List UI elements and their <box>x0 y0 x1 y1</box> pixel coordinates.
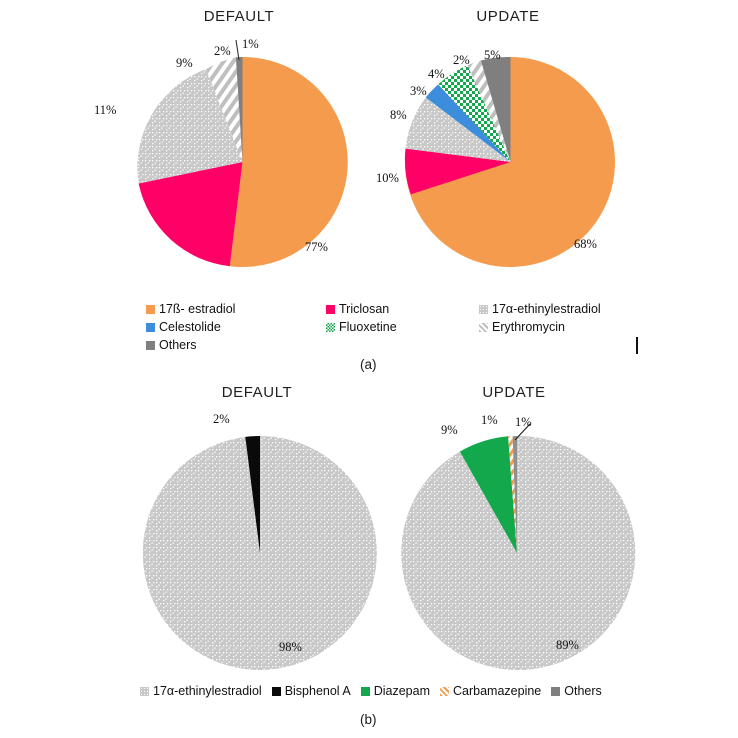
label-a-update-3: 3% <box>410 84 427 98</box>
pie-b-default-svg <box>142 435 377 670</box>
stray-tick-mark <box>636 337 638 354</box>
legend-label-ethinylestradiol: 17α-ethinylestradiol <box>153 684 262 698</box>
slice-others <box>235 56 243 162</box>
slice-triclosan-acc <box>404 148 511 195</box>
legend-item-carbamazepine[interactable]: Carbamazepine <box>440 684 541 698</box>
legend-swatch-celestolide <box>146 322 155 332</box>
legend-label-carbamazepine: Carbamazepine <box>453 684 542 698</box>
legend-swatch-ethinylestradiol <box>140 686 149 696</box>
legend-a: 17ß- estradiol Triclosan 17α-ethinylestr… <box>146 302 616 352</box>
legend-label-ethinylestradiol: 17α-ethinylestradiol <box>492 302 601 316</box>
label-a-default-11: 11% <box>94 103 117 117</box>
legend-label-fluoxetine: Fluoxetine <box>339 320 397 334</box>
label-b-update-1a: 1% <box>481 413 498 427</box>
pie-b-default <box>139 432 384 677</box>
legend-item-fluoxetine[interactable]: Fluoxetine <box>326 320 479 334</box>
label-a-update-2: 2% <box>453 53 470 67</box>
legend-label-celestolide: Celestolide <box>159 320 221 334</box>
chart-title-b-default: DEFAULT <box>221 384 293 401</box>
legend-swatch-bisphenol <box>271 686 281 696</box>
pie-a-update-svg <box>404 56 615 267</box>
label-a-default-77: 77% <box>305 240 328 254</box>
leader-line-others <box>514 423 531 441</box>
legend-swatch-others <box>146 340 155 350</box>
legend-label-others: Others <box>159 338 197 352</box>
slice-others <box>512 436 517 553</box>
slice-erythromycin <box>467 60 511 162</box>
legend-label-bisphenol: Bisphenol A <box>284 684 351 698</box>
legend-item-bisphenol[interactable]: Bisphenol A <box>271 684 351 698</box>
legend-label-others: Others <box>564 684 602 698</box>
legend-swatch-others <box>551 686 561 696</box>
label-b-default-98: 98% <box>279 640 302 654</box>
slice-ethinylestradiol <box>137 69 243 184</box>
panel-a: DEFAULT <box>94 8 638 372</box>
label-a-update-5: 5% <box>484 48 501 62</box>
chart-title-a-update: UPDATE <box>476 8 540 25</box>
pie-b-update-svg <box>401 423 636 670</box>
legend-item-ethinylestradiol[interactable]: 17α-ethinylestradiol <box>479 302 601 316</box>
legend-label-erythromycin: Erythromycin <box>492 320 565 334</box>
label-a-default-9: 9% <box>176 56 193 70</box>
legend-item-celestolide[interactable]: Celestolide <box>146 320 326 334</box>
legend-item-diazepam[interactable]: Diazepam <box>360 684 430 698</box>
slice-bisphenol <box>245 435 260 553</box>
legend-swatch-fluoxetine <box>326 322 335 332</box>
legend-label-diazepam: Diazepam <box>373 684 430 698</box>
legend-swatch-estradiol <box>146 304 155 314</box>
legend-swatch-ethinylestradiol <box>479 304 488 314</box>
legend-b: 17α-ethinylestradiol Bisphenol A Diazepa… <box>140 684 620 698</box>
caption-b: (b) <box>360 712 377 727</box>
legend-label-estradiol: 17ß- estradiol <box>159 302 236 316</box>
chart-title-b-update: UPDATE <box>482 384 546 401</box>
slice-ethinylestradiol <box>405 97 511 162</box>
legend-item-ethinylestradiol[interactable]: 17α-ethinylestradiol <box>140 684 262 698</box>
slice-ethinylestradiol <box>401 435 636 670</box>
legend-item-erythromycin[interactable]: Erythromycin <box>479 320 565 334</box>
legend-item-others[interactable]: Others <box>146 338 326 352</box>
slice-erythromycin <box>206 57 243 163</box>
legend-swatch-diazepam <box>360 686 370 696</box>
caption-a: (a) <box>360 357 377 372</box>
legend-a-row-1: 17ß- estradiol Triclosan 17α-ethinylestr… <box>146 302 616 316</box>
slice-diazepam <box>459 436 517 553</box>
slice-fluoxetine <box>438 65 511 162</box>
slice-group-small <box>404 56 511 195</box>
leader-line-1pct <box>235 39 240 61</box>
legend-item-estradiol[interactable]: 17ß- estradiol <box>146 302 326 316</box>
label-b-default-2: 2% <box>213 412 230 426</box>
legend-label-triclosan: Triclosan <box>339 302 390 316</box>
label-a-default-1: 1% <box>242 37 259 51</box>
legend-item-triclosan[interactable]: Triclosan <box>326 302 479 316</box>
slice-celestolide <box>425 84 511 162</box>
label-a-update-68: 68% <box>574 237 597 251</box>
label-b-update-89: 89% <box>556 638 579 652</box>
panel-b: DEFAULT 98% 2% <box>0 372 738 738</box>
legend-swatch-triclosan <box>326 304 335 314</box>
label-a-update-8: 8% <box>390 108 407 122</box>
label-b-update-1b: 1% <box>515 415 532 429</box>
pie-a-default-svg <box>137 39 348 267</box>
pie-b-update <box>396 423 641 677</box>
slice-estradiol <box>229 56 348 267</box>
slice-carbamazepine <box>508 436 517 553</box>
label-a-default-2: 2% <box>214 44 231 58</box>
chart-title-a-default: DEFAULT <box>203 8 275 25</box>
label-a-update-10: 10% <box>376 171 399 185</box>
slice-ethinylestradiol <box>142 436 377 670</box>
pie-a-update <box>403 52 618 272</box>
legend-a-row-3: Others <box>146 338 616 352</box>
pie-a-default <box>135 39 350 272</box>
legend-swatch-carbamazepine <box>440 686 449 696</box>
label-a-update-4: 4% <box>428 67 445 81</box>
slice-triclosan <box>138 162 243 267</box>
legend-b-row-1: 17α-ethinylestradiol Bisphenol A Diazepa… <box>140 684 620 698</box>
legend-a-row-2: Celestolide Fluoxetine Erythromycin <box>146 320 616 334</box>
slice-others <box>480 56 511 162</box>
label-b-update-9: 9% <box>441 423 458 437</box>
legend-item-others[interactable]: Others <box>551 684 602 698</box>
legend-swatch-erythromycin <box>479 322 488 332</box>
